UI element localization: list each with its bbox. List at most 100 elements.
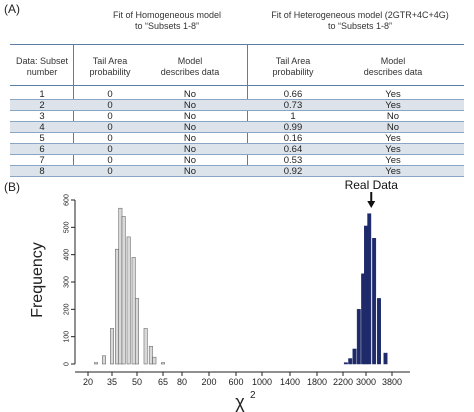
bar-heterogeneous: [343, 362, 348, 365]
col-subset-number: Data: Subset number: [15, 56, 69, 77]
x-tick-label: 2200: [333, 377, 353, 387]
cell-model-homogeneous: No: [183, 144, 197, 155]
row-rule: [10, 143, 464, 144]
cell-model-heterogeneous: Yes: [385, 155, 401, 166]
x-tick-label: 65: [158, 377, 168, 387]
cell-subset: 8: [39, 166, 45, 177]
y-tick-label: 600: [64, 194, 71, 206]
y-tick-label: 100: [64, 331, 71, 343]
cell-tail-homogeneous: 0: [107, 122, 113, 133]
x-tick-label: 1400: [280, 377, 300, 387]
cell-tail-homogeneous: 0: [107, 166, 113, 177]
x-tick-label: 80: [177, 377, 187, 387]
chi-square-histogram: 0 100 200 300 400 500 600 Frequency 20 35 50 65 80 20…: [29, 180, 410, 412]
cell-model-homogeneous: No: [183, 100, 197, 111]
cell-tail-homogeneous: 0: [107, 89, 113, 100]
x-tick-label: 50: [132, 377, 142, 387]
cell-model-homogeneous: No: [183, 133, 197, 144]
cell-model-heterogeneous: No: [386, 111, 400, 122]
bar-homogeneous: [152, 356, 157, 365]
bar-heterogeneous: [356, 309, 361, 365]
bar-heterogeneous: [352, 348, 357, 365]
y-tick-label: 300: [64, 276, 71, 288]
cell-tail-homogeneous: 0: [107, 111, 113, 122]
row-band: [10, 122, 464, 133]
real-data-arrow-head: [367, 201, 376, 208]
cell-subset: 2: [39, 100, 45, 111]
bar-homogeneous: [135, 298, 139, 365]
cell-subset: 5: [39, 133, 45, 144]
bar-heterogeneous: [383, 352, 388, 365]
cell-model-heterogeneous: Yes: [385, 133, 401, 144]
col-tail-area-heterogeneous: Tail Area probability: [272, 56, 314, 77]
row-band: [10, 166, 464, 177]
x-tick-label: 200: [201, 377, 216, 387]
bar-heterogeneous: [367, 213, 372, 365]
cell-subset: 4: [39, 122, 45, 133]
cell-tail-heterogeneous: 1: [290, 111, 296, 122]
bar-homogeneous: [110, 328, 114, 365]
cell-model-heterogeneous: Yes: [385, 166, 401, 177]
bar-homogeneous: [118, 207, 123, 365]
cell-model-homogeneous: No: [183, 111, 197, 122]
row-rule: [10, 176, 464, 177]
x-tick-label: 1800: [307, 377, 327, 387]
cell-tail-homogeneous: 0: [107, 100, 113, 111]
y-axis-label: Frequency: [29, 242, 46, 318]
x-axis-label: χ: [235, 392, 245, 412]
bar-homogeneous: [102, 355, 106, 365]
cell-subset: 6: [39, 144, 45, 155]
cell-tail-heterogeneous: 0.64: [283, 144, 303, 155]
real-data-annotation: Real Data: [345, 180, 399, 192]
row-rule: [10, 154, 464, 155]
row-rule: [10, 165, 464, 166]
cell-tail-homogeneous: 0: [107, 144, 113, 155]
col-tail-area-homogeneous: Tail Area probability: [89, 56, 131, 77]
bar-homogeneous: [94, 362, 98, 365]
cell-tail-heterogeneous: 0.92: [283, 166, 303, 177]
cell-model-heterogeneous: Yes: [385, 100, 401, 111]
bar-heterogeneous: [372, 238, 377, 365]
bar-homogeneous: [143, 328, 148, 365]
row-rule: [10, 121, 464, 122]
header-heterogeneous-fit: Fit of Heterogeneous model (2GTR+4C+4G) …: [271, 10, 449, 31]
panel-b-label: (B): [4, 180, 20, 194]
x-tick-label: 35: [107, 377, 117, 387]
cell-model-homogeneous: No: [183, 89, 197, 100]
cell-tail-heterogeneous: 0.73: [283, 100, 303, 111]
cell-tail-heterogeneous: 0.66: [283, 89, 303, 100]
cell-model-homogeneous: No: [183, 155, 197, 166]
x-tick-label: 600: [228, 377, 243, 387]
cell-subset: 7: [39, 155, 45, 166]
bar-homogeneous: [161, 362, 165, 365]
row-rule: [10, 99, 464, 100]
row-band: [10, 144, 464, 155]
x-tick-label: 3000: [356, 377, 376, 387]
x-tick-label: 20: [83, 377, 93, 387]
bar-heterogeneous: [348, 358, 353, 365]
x-tick-label: 3800: [382, 377, 402, 387]
cell-tail-homogeneous: 0: [107, 155, 113, 166]
y-tick-label: 0: [64, 362, 71, 366]
table-header-rule: [10, 85, 464, 86]
cell-model-heterogeneous: Yes: [385, 89, 401, 100]
y-tick-label: 200: [64, 303, 71, 315]
x-tick-label: 1000: [252, 377, 272, 387]
col-model-describes-heterogeneous: Model describes data: [363, 56, 423, 77]
bar-homogeneous: [121, 216, 126, 365]
bar-homogeneous: [126, 236, 131, 365]
y-tick-label: 400: [64, 249, 71, 261]
bar-heterogeneous: [377, 298, 381, 365]
bar-heterogeneous: [364, 225, 368, 365]
header-homogeneous-fit: Fit of Homogeneous model to “Subsets 1-8…: [112, 10, 222, 31]
header-rule: [10, 44, 464, 45]
cell-model-homogeneous: No: [183, 166, 197, 177]
row-rule: [10, 132, 464, 133]
panel-a-label: (A): [4, 2, 20, 16]
cell-tail-heterogeneous: 0.99: [283, 122, 303, 133]
bar-homogeneous: [148, 345, 153, 365]
row-rule: [10, 110, 464, 111]
x-axis-label-superscript: 2: [250, 390, 256, 401]
cell-model-heterogeneous: Yes: [385, 144, 401, 155]
bar-homogeneous: [131, 257, 136, 365]
